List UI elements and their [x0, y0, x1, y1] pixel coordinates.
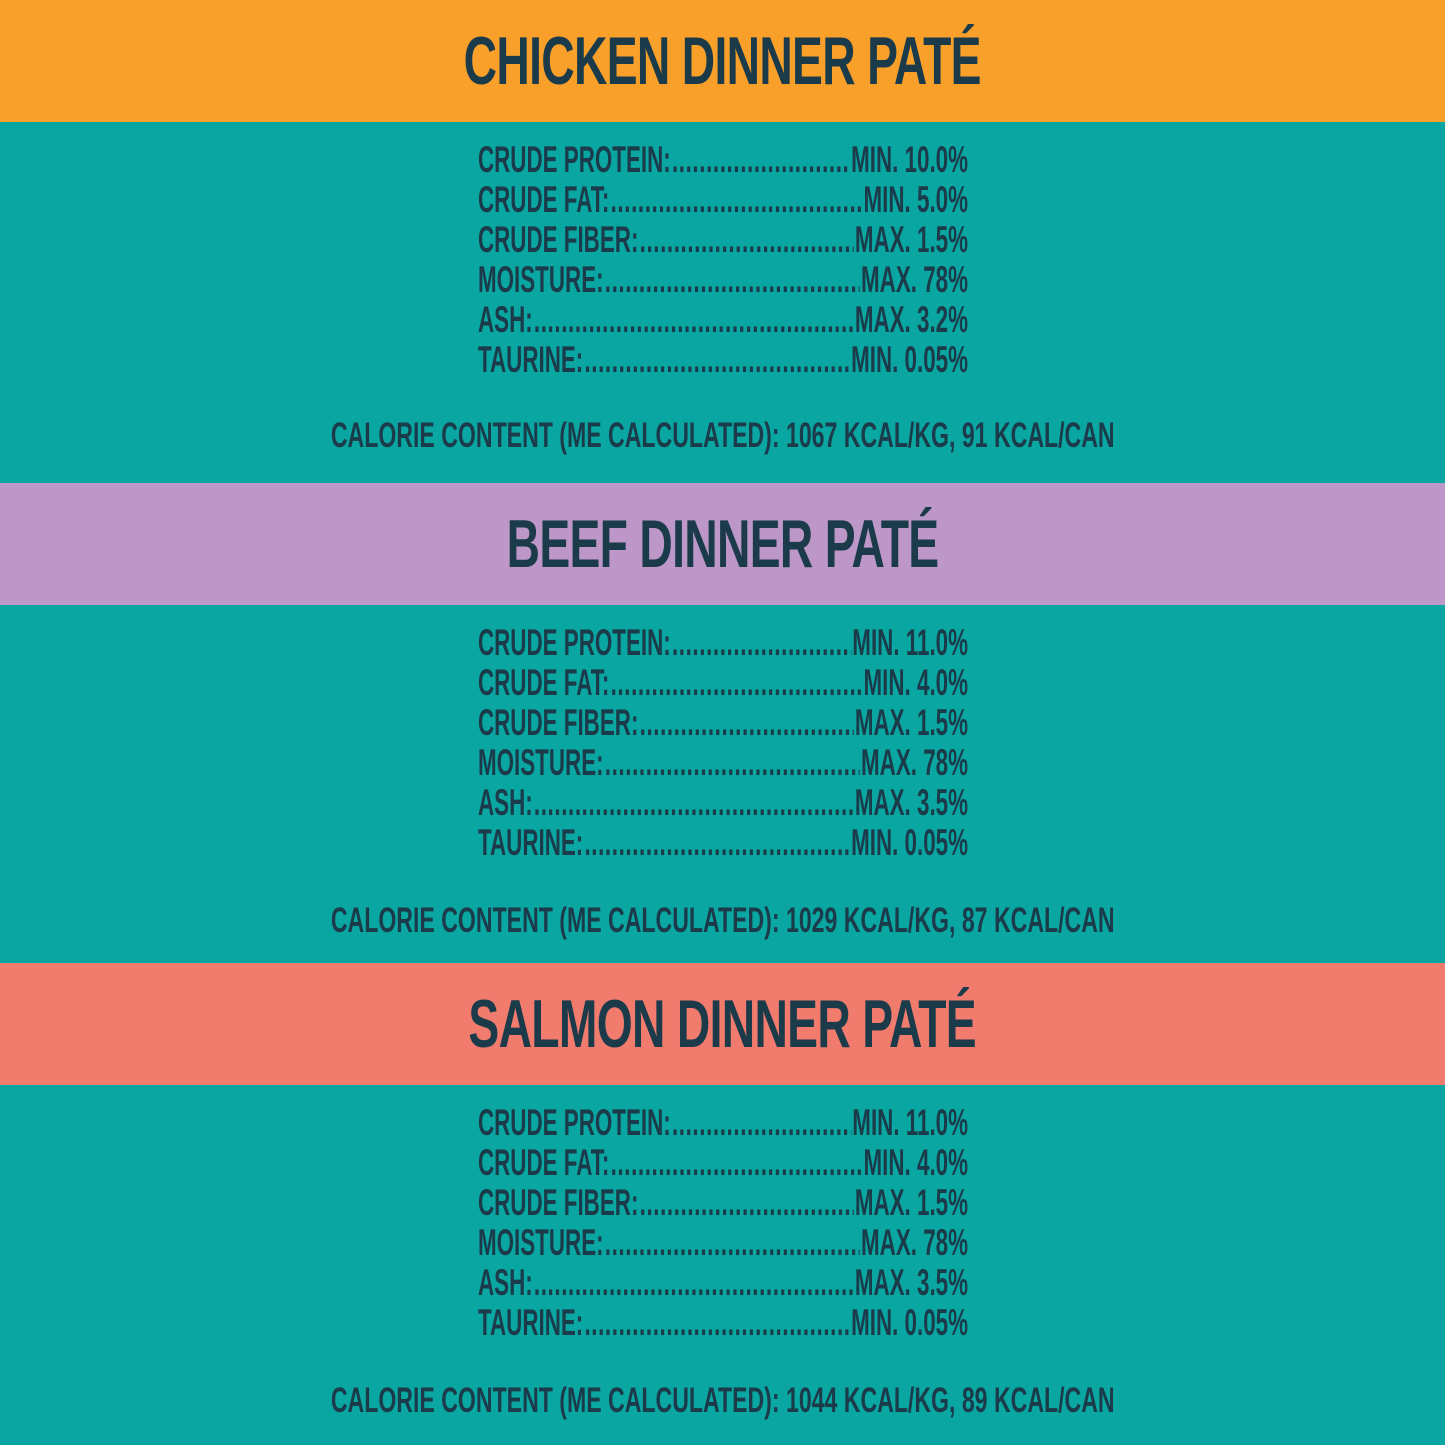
salmon-header: SALMON DINNER PATÉ — [0, 963, 1445, 1085]
nutrient-value: MIN. 10.0% — [850, 139, 968, 180]
nutrient-label: CRUDE FAT: — [477, 179, 609, 220]
analysis-row: CRUDE PROTEIN: MIN. 11.0% — [477, 1103, 967, 1143]
nutrient-value: MIN. 0.05% — [850, 822, 968, 863]
dot-leader — [604, 1223, 859, 1263]
dot-leader — [671, 623, 850, 663]
analysis-row: ASH: MAX. 3.5% — [477, 1263, 967, 1303]
dot-leader — [533, 1263, 853, 1303]
nutrient-label: TAURINE: — [477, 339, 583, 380]
nutrient-label: CRUDE FIBER: — [477, 1182, 638, 1223]
dot-leader — [639, 220, 853, 260]
beef-header: BEEF DINNER PATÉ — [0, 483, 1445, 605]
calorie-content: CALORIE CONTENT (ME CALCULATED): 1029 KC… — [330, 901, 1115, 940]
nutrient-value: MAX. 3.5% — [854, 782, 968, 823]
nutrient-value: MAX. 78% — [860, 259, 968, 300]
nutrient-label: CRUDE FAT: — [477, 1142, 609, 1183]
nutrient-label: MOISTURE: — [477, 742, 604, 783]
analysis-row: ASH: MAX. 3.2% — [477, 300, 967, 340]
nutrient-label: ASH: — [477, 782, 533, 823]
analysis-row: TAURINE: MIN. 0.05% — [477, 340, 967, 380]
nutrient-label: TAURINE: — [477, 1302, 583, 1343]
analysis-row: CRUDE PROTEIN: MIN. 10.0% — [477, 140, 967, 180]
nutrient-label: CRUDE PROTEIN: — [477, 622, 671, 663]
dot-leader — [584, 823, 849, 863]
analysis-row: CRUDE FAT: MIN. 4.0% — [477, 663, 967, 703]
calorie-content: CALORIE CONTENT (ME CALCULATED): 1044 KC… — [330, 1381, 1115, 1420]
analysis-row: CRUDE FIBER: MAX. 1.5% — [477, 1183, 967, 1223]
analysis-row: CRUDE FAT: MIN. 4.0% — [477, 1143, 967, 1183]
analysis-row: CRUDE FAT: MIN. 5.0% — [477, 180, 967, 220]
analysis-row: ASH: MAX. 3.5% — [477, 783, 967, 823]
dot-leader — [584, 340, 849, 380]
nutrient-value: MAX. 1.5% — [854, 702, 968, 743]
dot-leader — [671, 1103, 850, 1143]
nutrient-label: MOISTURE: — [477, 259, 604, 300]
nutrient-value: MIN. 4.0% — [863, 662, 968, 703]
dot-leader — [584, 1303, 849, 1343]
dot-leader — [639, 703, 853, 743]
section-title: BEEF DINNER PATÉ — [506, 506, 940, 582]
dot-leader — [610, 180, 862, 220]
nutrient-value: MIN. 0.05% — [850, 339, 968, 380]
nutrient-label: ASH: — [477, 299, 533, 340]
analysis-rows: CRUDE PROTEIN: MIN. 11.0% CRUDE FAT: MIN. 4… — [477, 623, 967, 863]
chicken-header: CHICKEN DINNER PATÉ — [0, 0, 1445, 122]
calorie-content: CALORIE CONTENT (ME CALCULATED): 1067 KC… — [330, 416, 1115, 455]
analysis-row: MOISTURE: MAX. 78% — [477, 260, 967, 300]
nutrient-value: MIN. 5.0% — [863, 179, 968, 220]
nutrient-label: CRUDE PROTEIN: — [477, 1102, 671, 1143]
dot-leader — [604, 260, 859, 300]
analysis-row: TAURINE: MIN. 0.05% — [477, 823, 967, 863]
dot-leader — [533, 783, 853, 823]
dot-leader — [639, 1183, 853, 1223]
dot-leader — [671, 140, 849, 180]
nutrient-label: CRUDE PROTEIN: — [477, 139, 671, 180]
nutrient-value: MIN. 11.0% — [851, 622, 968, 663]
analysis-row: MOISTURE: MAX. 78% — [477, 743, 967, 783]
nutrient-label: MOISTURE: — [477, 1222, 604, 1263]
nutrient-value: MAX. 78% — [860, 742, 968, 783]
nutrient-label: ASH: — [477, 1262, 533, 1303]
analysis-row: TAURINE: MIN. 0.05% — [477, 1303, 967, 1343]
nutrient-value: MAX. 78% — [860, 1222, 968, 1263]
dot-leader — [533, 300, 853, 340]
nutrient-label: TAURINE: — [477, 822, 583, 863]
dot-leader — [610, 663, 862, 703]
section-title: CHICKEN DINNER PATÉ — [463, 23, 982, 99]
nutrient-label: CRUDE FIBER: — [477, 219, 638, 260]
analysis-row: CRUDE FIBER: MAX. 1.5% — [477, 220, 967, 260]
nutrient-value: MAX. 3.2% — [854, 299, 968, 340]
nutrient-value: MIN. 4.0% — [863, 1142, 968, 1183]
nutrient-value: MAX. 3.5% — [854, 1262, 968, 1303]
nutrient-label: CRUDE FAT: — [477, 662, 609, 703]
analysis-row: CRUDE PROTEIN: MIN. 11.0% — [477, 623, 967, 663]
nutrient-value: MAX. 1.5% — [854, 219, 968, 260]
analysis-rows: CRUDE PROTEIN: MIN. 10.0% CRUDE FAT: MIN. 5… — [477, 140, 967, 380]
beef-analysis: CRUDE PROTEIN: MIN. 11.0% CRUDE FAT: MIN. 4… — [0, 605, 1445, 963]
nutrient-value: MAX. 1.5% — [854, 1182, 968, 1223]
nutrient-label: CRUDE FIBER: — [477, 702, 638, 743]
nutrient-value: MIN. 11.0% — [851, 1102, 968, 1143]
dot-leader — [604, 743, 859, 783]
section-title: SALMON DINNER PATÉ — [468, 986, 977, 1062]
salmon-analysis: CRUDE PROTEIN: MIN. 11.0% CRUDE FAT: MIN. 4… — [0, 1085, 1445, 1445]
dot-leader — [610, 1143, 862, 1183]
nutrient-value: MIN. 0.05% — [850, 1302, 968, 1343]
chicken-analysis: CRUDE PROTEIN: MIN. 10.0% CRUDE FAT: MIN. 5… — [0, 122, 1445, 483]
analysis-row: MOISTURE: MAX. 78% — [477, 1223, 967, 1263]
analysis-rows: CRUDE PROTEIN: MIN. 11.0% CRUDE FAT: MIN. 4… — [477, 1103, 967, 1343]
analysis-row: CRUDE FIBER: MAX. 1.5% — [477, 703, 967, 743]
